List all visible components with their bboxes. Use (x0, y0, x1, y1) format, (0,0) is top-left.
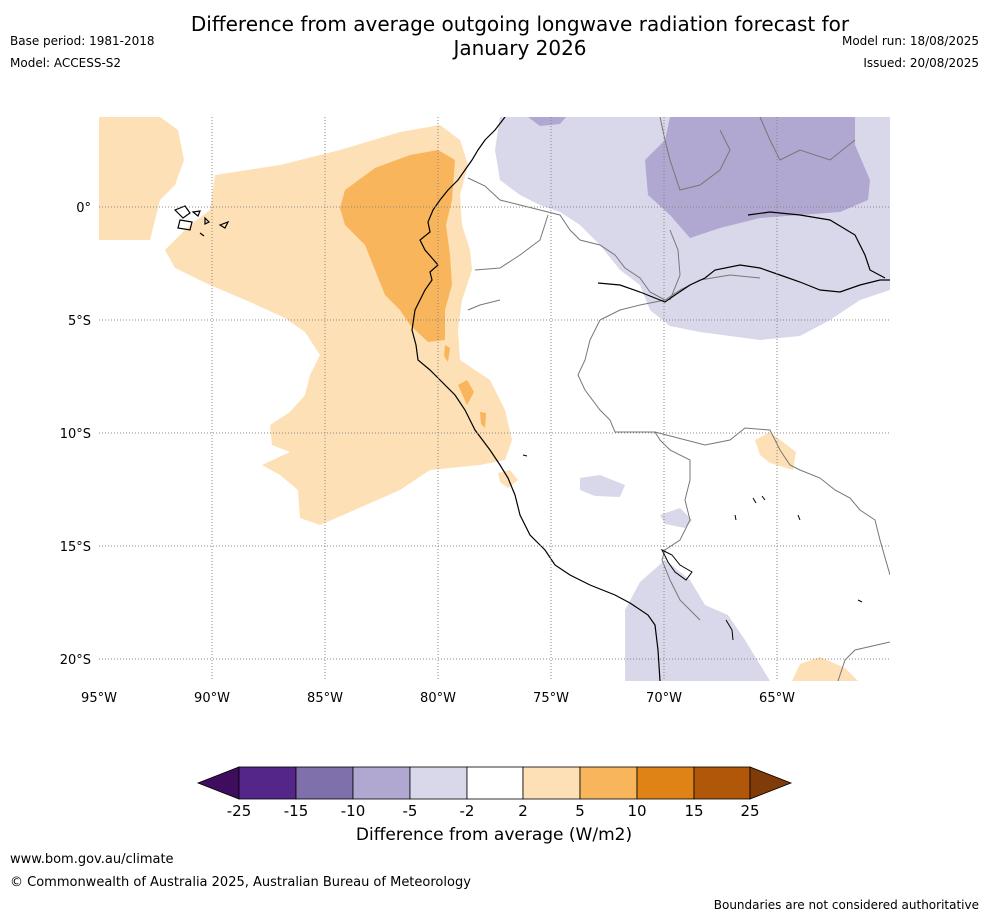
anomaly-pos-light-small2 (755, 432, 796, 470)
colorbar-segment (352, 766, 411, 800)
lon-tick-label: 65°W (759, 691, 795, 706)
lat-tick-label: 0° (76, 201, 91, 216)
lat-tick-label: 10°S (60, 427, 91, 442)
model-run: Model run: 18/08/2025 (841, 34, 979, 48)
boundary-disclaimer: Boundaries are not considered authoritat… (713, 898, 979, 912)
colorbar-label: 2 (518, 802, 528, 820)
lat-tick-label: 5°S (68, 314, 91, 329)
meta-right: Model run: 18/08/2025 Issued: 20/08/2025 (842, 30, 979, 74)
map-title: Difference from average outgoing longwav… (160, 12, 880, 60)
colorbar-label: -15 (284, 802, 309, 820)
latitude-ticks: 0° 5°S 10°S 15°S 20°S (60, 201, 91, 668)
country-borders (467, 117, 890, 681)
galapagos-islands (173, 205, 230, 237)
anomaly-pos-medium-small1 (458, 380, 474, 405)
colorbar-label: 15 (684, 802, 703, 820)
meta-left: Base period: 1981-2018 Model: ACCESS-S2 (10, 30, 155, 74)
base-period: Base period: 1981-2018 (10, 34, 155, 48)
colorbar-label: 5 (575, 802, 585, 820)
anomaly-neg-light-south (625, 560, 770, 681)
lon-tick-label: 70°W (646, 691, 682, 706)
map-title-line2: January 2026 (453, 36, 587, 60)
colorbar-label: -5 (403, 802, 418, 820)
colorbar-segment (409, 766, 468, 800)
website-link[interactable]: www.bom.gov.au/climate (10, 852, 174, 867)
anomaly-pos-medium-small3 (444, 345, 450, 362)
lat-tick-label: 20°S (60, 653, 91, 668)
anomaly-neg-light-patch1 (580, 475, 625, 497)
colorbar-segment (579, 766, 638, 800)
colorbar-label: -10 (341, 802, 366, 820)
gridlines (99, 117, 890, 681)
lon-tick-label: 95°W (81, 691, 117, 706)
anomaly-pos-light-bottomright (792, 657, 858, 681)
anomaly-pos-medium-main (340, 150, 455, 342)
copyright-text: © Commonwealth of Australia 2025, Austra… (10, 875, 471, 890)
colorbar-low-extend (196, 766, 240, 800)
colorbar-high-extend (749, 766, 793, 800)
colorbar-segment (522, 766, 581, 800)
colorbar-segment (636, 766, 695, 800)
lon-tick-label: 90°W (194, 691, 230, 706)
colorbar-label: 25 (740, 802, 759, 820)
anomaly-neg-medium (645, 117, 870, 238)
colorbar-segment (466, 766, 524, 800)
colorbar-segment (238, 766, 297, 800)
colorbar-segment (295, 766, 354, 800)
coastline (411, 117, 661, 681)
map-title-line1: Difference from average outgoing longwav… (190, 12, 850, 36)
lon-tick-label: 80°W (420, 691, 456, 706)
lon-tick-label: 85°W (307, 691, 343, 706)
colorbar-segment (693, 766, 751, 800)
lon-tick-label: 75°W (533, 691, 569, 706)
longitude-ticks: 95°W 90°W 85°W 80°W 75°W 70°W 65°W (81, 691, 795, 706)
colorbar-label: -25 (227, 802, 252, 820)
issued-date: Issued: 20/08/2025 (863, 56, 979, 70)
colorbar-label: 10 (627, 802, 646, 820)
lake-titicaca (660, 548, 693, 581)
anomaly-pos-light-pacific (99, 117, 184, 240)
anomaly-pos-medium-small2 (480, 412, 486, 428)
colorbar-label: -2 (460, 802, 475, 820)
anomaly-neg-light-patch2 (660, 508, 692, 528)
small-lakes (522, 454, 863, 641)
colorbar: -25 -15 -10 -5 -2 2 5 10 15 25 (196, 766, 793, 820)
anomaly-neg-medium-topleft (528, 117, 566, 126)
colorbar-title: Difference from average (W/m2) (355, 825, 633, 845)
amazon-river (597, 264, 890, 303)
colorbar-labels: -25 -15 -10 -5 -2 2 5 10 15 25 (227, 802, 760, 820)
model-name: Model: ACCESS-S2 (10, 56, 122, 70)
rio-negro (747, 211, 886, 279)
map-area (99, 117, 890, 681)
lat-tick-label: 15°S (60, 540, 91, 555)
